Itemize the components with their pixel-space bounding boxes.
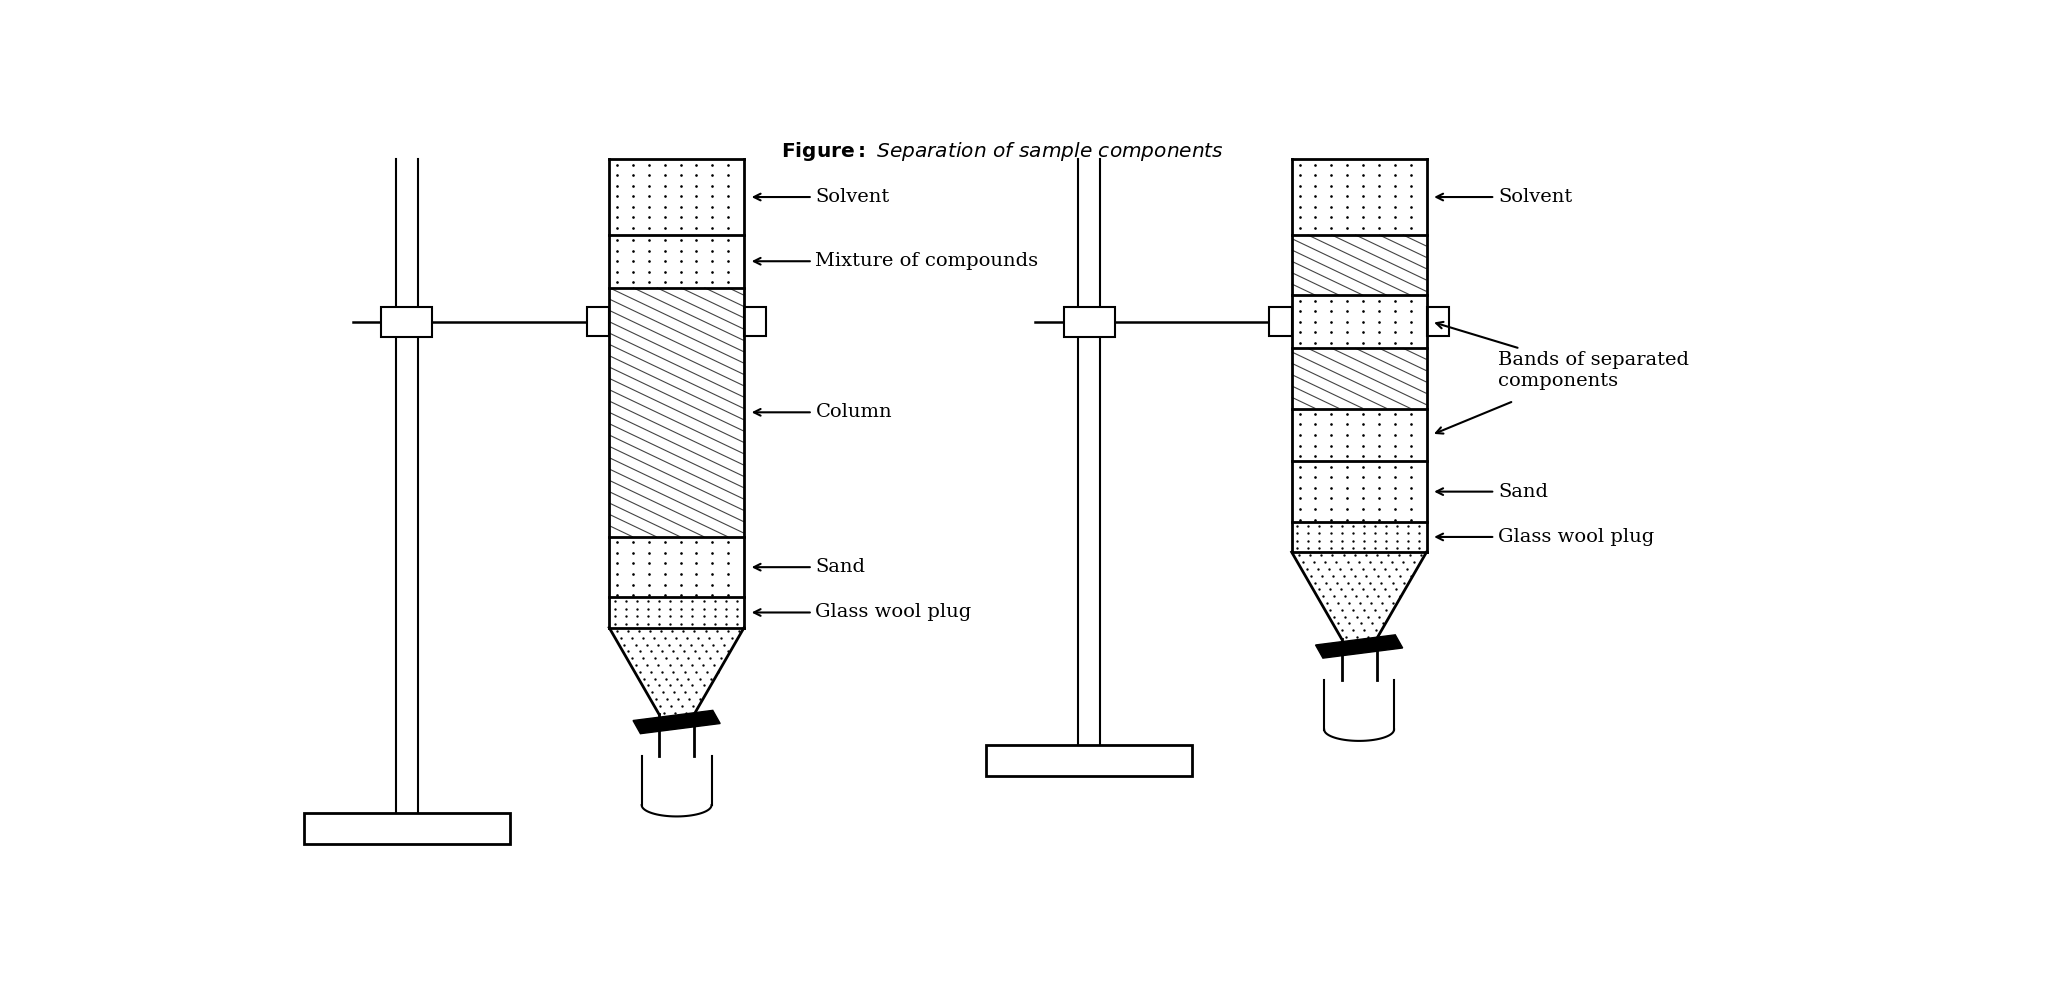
Text: Solvent: Solvent bbox=[1436, 188, 1573, 206]
Text: Mixture of compounds: Mixture of compounds bbox=[754, 252, 1038, 270]
Bar bbox=[381, 306, 432, 336]
Bar bbox=[1427, 307, 1448, 336]
Text: Solvent: Solvent bbox=[754, 188, 889, 206]
Bar bbox=[303, 812, 510, 845]
Bar bbox=[743, 307, 766, 336]
Polygon shape bbox=[633, 710, 721, 734]
Bar bbox=[588, 307, 608, 336]
Bar bbox=[1063, 306, 1114, 336]
Text: Column: Column bbox=[754, 403, 893, 421]
Text: Sand: Sand bbox=[1436, 483, 1548, 500]
Text: Glass wool plug: Glass wool plug bbox=[1436, 528, 1655, 546]
Bar bbox=[987, 745, 1192, 776]
Polygon shape bbox=[1315, 635, 1403, 658]
Text: $\mathbf{Figure:}$$\ \mathit{Separation\ of\ sample\ components}$: $\mathbf{Figure:}$$\ \mathit{Separation\… bbox=[780, 140, 1223, 164]
Bar bbox=[1270, 307, 1292, 336]
Text: Sand: Sand bbox=[754, 558, 866, 576]
Text: Glass wool plug: Glass wool plug bbox=[754, 603, 971, 622]
Text: Bands of separated
components: Bands of separated components bbox=[1436, 322, 1690, 390]
